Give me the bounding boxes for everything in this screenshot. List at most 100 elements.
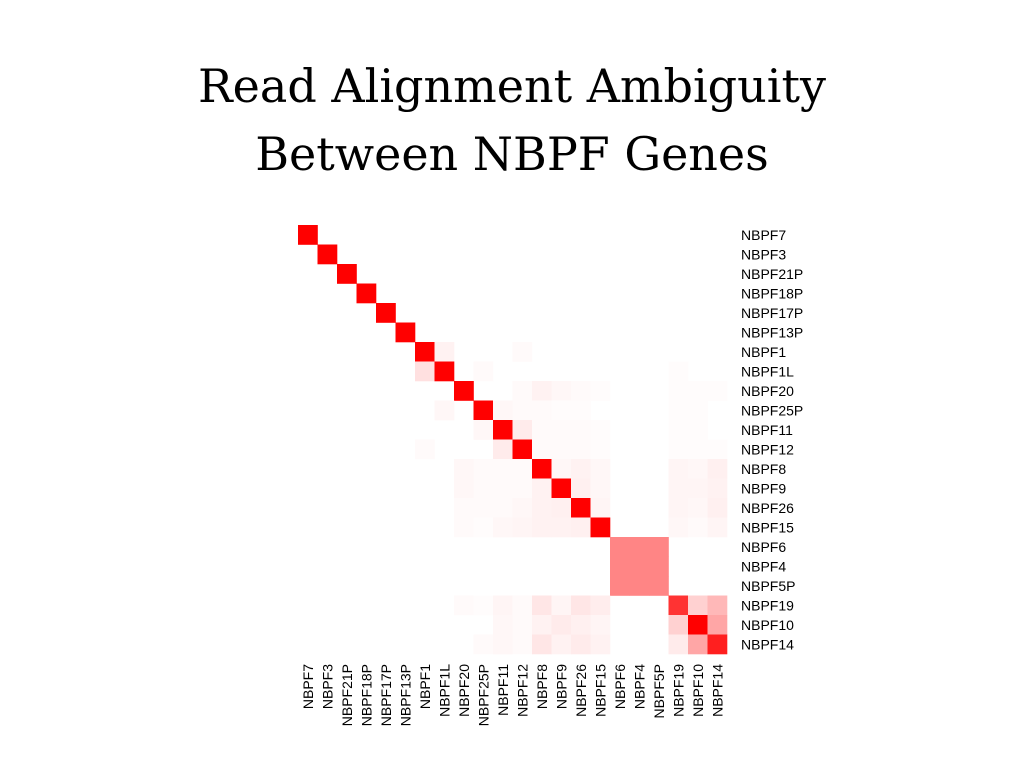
heatmap-cell	[571, 634, 591, 655]
heatmap-cell	[532, 615, 552, 635]
row-tick-label: NBPF17P	[741, 305, 803, 321]
column-tick-label: NBPF14	[709, 664, 725, 717]
heatmap-cell	[668, 595, 689, 616]
heatmap-cell	[493, 439, 513, 460]
heatmap-cell	[629, 537, 650, 557]
heatmap-cell	[590, 459, 611, 479]
row-tick-label: NBPF25P	[741, 402, 803, 418]
row-tick-label: NBPF10	[741, 617, 794, 633]
heatmap-cell	[551, 381, 572, 401]
heatmap-cell	[532, 381, 552, 401]
heatmap-cell	[395, 322, 416, 343]
heatmap-cell	[454, 498, 474, 518]
column-tick-label: NBPF17P	[378, 664, 394, 726]
row-tick-label: NBPF13P	[741, 324, 803, 340]
heatmap-cell	[688, 459, 708, 479]
heatmap-cell	[356, 283, 377, 304]
heatmap-cell	[551, 634, 572, 655]
heatmap-cell	[668, 498, 689, 518]
heatmap-cell	[571, 498, 591, 518]
heatmap-cell	[571, 459, 591, 479]
heatmap-cell	[473, 361, 494, 382]
row-tick-label: NBPF8	[741, 461, 786, 477]
row-tick-label: NBPF4	[741, 558, 786, 574]
heatmap-cell	[707, 381, 728, 401]
column-tick-label: NBPF21P	[339, 664, 355, 726]
title-line-2: Between NBPF Genes	[255, 127, 769, 181]
heatmap-cell	[590, 439, 611, 460]
heatmap-cell	[707, 615, 728, 635]
column-tick-label: NBPF7	[300, 664, 316, 709]
heatmap-cell	[571, 615, 591, 635]
heatmap-cell	[668, 459, 689, 479]
heatmap-cell	[337, 264, 357, 284]
heatmap-cell	[688, 595, 708, 616]
heatmap-cell	[649, 576, 669, 596]
heatmap-cell	[551, 420, 572, 440]
heatmap-cell	[590, 634, 611, 655]
heatmap-cell	[512, 381, 533, 401]
column-tick-label: NBPF26	[573, 664, 589, 717]
title-line-1: Read Alignment Ambiguity	[198, 59, 826, 113]
heatmap-cell	[668, 615, 689, 635]
heatmap-cell	[512, 342, 533, 362]
heatmap-cell	[590, 381, 611, 401]
heatmap-cell	[434, 400, 455, 421]
row-tick-label: NBPF20	[741, 383, 794, 399]
heatmap-cell	[473, 498, 494, 518]
heatmap-cell	[610, 576, 630, 596]
heatmap-cell	[688, 498, 708, 518]
heatmap-cell	[473, 400, 494, 421]
heatmap-cell	[454, 478, 474, 499]
column-tick-label: NBPF18P	[358, 664, 374, 726]
heatmap-cell	[493, 420, 513, 440]
heatmap-cell	[707, 634, 728, 655]
column-tick-label: NBPF1	[417, 664, 433, 709]
heatmap-cell	[668, 478, 689, 499]
heatmap-cell	[512, 439, 533, 460]
row-tick-label: NBPF11	[741, 422, 793, 438]
heatmap-cell	[493, 400, 513, 421]
heatmap-cell	[629, 556, 650, 577]
heatmap-cell	[610, 556, 630, 577]
heatmap-cell	[454, 517, 474, 538]
heatmap-cell	[668, 361, 689, 382]
heatmap-cell	[668, 420, 689, 440]
heatmap-cell	[688, 420, 708, 440]
heatmap-cell	[571, 439, 591, 460]
heatmap-cell	[571, 381, 591, 401]
row-tick-label: NBPF1L	[741, 363, 794, 379]
heatmap-cell	[532, 498, 552, 518]
heatmap-cell	[532, 439, 552, 460]
column-tick-label: NBPF3	[319, 664, 335, 709]
heatmap-cell	[590, 595, 611, 616]
heatmap-cell	[532, 478, 552, 499]
column-tick-label: NBPF9	[553, 664, 569, 709]
column-tick-label: NBPF20	[456, 664, 472, 717]
heatmap-cell	[668, 439, 689, 460]
heatmap-cell	[668, 400, 689, 421]
heatmap-cell	[571, 420, 591, 440]
row-tick-label: NBPF19	[741, 597, 794, 613]
heatmap-cell	[512, 478, 533, 499]
heatmap-cell	[590, 420, 611, 440]
heatmap-cell	[707, 595, 728, 616]
heatmap-cell	[512, 459, 533, 479]
column-tick-label: NBPF12	[514, 664, 530, 717]
heatmap-cell	[473, 478, 494, 499]
heatmap-cell	[493, 595, 513, 616]
heatmap-cell	[688, 634, 708, 655]
heatmap-cell	[668, 381, 689, 401]
heatmap-cell	[512, 498, 533, 518]
heatmap-cell	[493, 478, 513, 499]
heatmap-cell	[532, 459, 552, 479]
heatmap-cell	[707, 517, 728, 538]
heatmap-cell	[688, 400, 708, 421]
heatmap-cell	[415, 439, 435, 460]
heatmap-cell	[590, 498, 611, 518]
heatmap-cell	[707, 459, 728, 479]
heatmap-cell	[473, 595, 494, 616]
heatmap-cell	[649, 556, 669, 577]
heatmap-cell	[629, 576, 650, 596]
